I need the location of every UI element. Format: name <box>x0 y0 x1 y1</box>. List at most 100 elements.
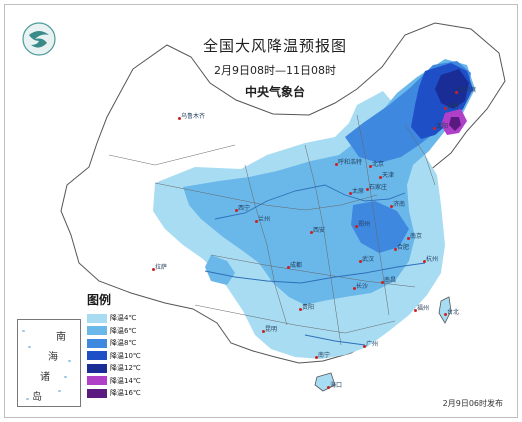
legend-swatch <box>87 376 107 386</box>
city-label: 西安 <box>313 227 326 234</box>
legend-item: 降温14℃ <box>87 375 151 388</box>
city-dot <box>362 344 366 348</box>
city-dot <box>334 162 338 166</box>
province-borders <box>108 114 436 346</box>
city-label: 昆明 <box>265 326 278 333</box>
city-label: 海口 <box>330 382 343 389</box>
map-frame: 全国大风降温预报图 2月9日08时—11日08时 中央气象台 图例 降温4℃ 降温… <box>4 4 518 418</box>
city-dot <box>432 126 436 130</box>
city-label: 南宁 <box>318 352 331 359</box>
city-dot <box>365 187 369 191</box>
city-dot <box>422 259 426 263</box>
legend-label: 降温16℃ <box>110 389 141 398</box>
island-mark <box>26 398 29 400</box>
forecast-period: 2月9日08时—11日08时 <box>214 64 336 77</box>
legend-rows: 降温4℃ 降温6℃ 降温8℃ 降温10℃ 降温12℃ 降温14℃ 降温16℃ <box>87 312 151 400</box>
city-dot <box>309 230 313 234</box>
city-label: 郑州 <box>358 221 371 228</box>
city-dot <box>378 175 382 179</box>
city-label: 沈阳 <box>436 123 449 130</box>
city-label: 呼和浩特 <box>338 159 363 166</box>
city-dot <box>261 329 265 333</box>
city-label: 济南 <box>393 201 406 208</box>
inset-char: 南 <box>56 332 66 343</box>
city-dot <box>413 308 417 312</box>
legend-label: 降温4℃ <box>110 314 137 323</box>
cooling-area-16c <box>449 117 461 131</box>
city-label: 南昌 <box>384 277 397 284</box>
legend-swatch <box>87 338 107 348</box>
city-dot <box>454 90 458 94</box>
city-label: 武汉 <box>362 256 375 263</box>
city-dot <box>326 385 330 389</box>
map-title: 全国大风降温预报图 <box>202 37 347 55</box>
rivers <box>204 184 426 346</box>
city-dot <box>352 286 356 290</box>
cooling-area-8c-east <box>351 201 409 253</box>
legend-swatch <box>87 388 107 398</box>
city-label: 贵阳 <box>302 304 315 311</box>
city-dot <box>348 191 352 195</box>
city-dot <box>393 247 397 251</box>
city-dot <box>177 116 181 120</box>
city-label: 哈尔滨 <box>458 87 477 94</box>
city-dot <box>406 236 410 240</box>
city-label: 长沙 <box>356 283 369 290</box>
legend-item: 降温10℃ <box>87 350 151 363</box>
south-china-sea-inset: 南 海 诸 岛 <box>17 319 81 407</box>
title-block: 全国大风降温预报图 2月9日08时—11日08时 中央气象台 <box>155 35 395 100</box>
legend-item: 降温8℃ <box>87 337 151 350</box>
legend-swatch <box>87 351 107 361</box>
city-dot <box>358 259 362 263</box>
city-label: 天津 <box>382 172 395 179</box>
legend-title: 图例 <box>87 293 112 307</box>
issue-time: 2月9日06时发布 <box>442 399 503 408</box>
city-dot <box>298 307 302 311</box>
taiwan-outline <box>438 296 452 324</box>
city-label: 长春 <box>447 103 460 110</box>
legend-label: 降温14℃ <box>110 376 141 385</box>
city-dot <box>234 208 238 212</box>
island-mark <box>64 376 67 378</box>
city-dot <box>151 267 155 271</box>
china-map <box>60 22 506 392</box>
city-dot <box>254 219 258 223</box>
island-mark <box>68 360 71 362</box>
city-label: 合肥 <box>397 244 410 251</box>
city-dot <box>443 312 447 316</box>
city-label: 成都 <box>290 262 303 269</box>
legend-item: 降温12℃ <box>87 362 151 375</box>
legend-swatch <box>87 363 107 373</box>
legend: 图例 降温4℃ 降温6℃ 降温8℃ 降温10℃ 降温12℃ 降温14℃ 降温16℃ <box>87 291 151 400</box>
legend-item: 降温4℃ <box>87 312 151 325</box>
legend-label: 降温10℃ <box>110 351 141 360</box>
city-dot <box>354 224 358 228</box>
inset-char: 诸 <box>40 372 50 383</box>
city-label: 杭州 <box>426 256 439 263</box>
cooling-area-12c <box>435 69 469 109</box>
city-label: 西宁 <box>238 205 251 212</box>
city-label: 台北 <box>447 309 460 316</box>
issuer: 中央气象台 <box>244 85 305 99</box>
cma-logo-icon <box>22 22 56 56</box>
city-label: 乌鲁木齐 <box>181 113 206 120</box>
legend-item: 降温16℃ <box>87 387 151 400</box>
city-label: 广州 <box>366 341 379 348</box>
island-mark <box>22 330 25 332</box>
city-label: 南京 <box>410 233 423 240</box>
legend-swatch <box>87 313 107 323</box>
city-dot <box>314 355 318 359</box>
city-label: 北京 <box>372 161 385 168</box>
legend-label: 降温6℃ <box>110 326 137 335</box>
city-dot <box>443 106 447 110</box>
city-label: 拉萨 <box>155 264 168 271</box>
inset-char: 岛 <box>32 392 42 403</box>
legend-label: 降温12℃ <box>110 364 141 373</box>
legend-swatch <box>87 326 107 336</box>
cooling-area-6c-south <box>205 255 235 285</box>
city-dot <box>380 280 384 284</box>
city-label: 兰州 <box>258 216 271 223</box>
city-label: 石家庄 <box>369 184 388 191</box>
city-label: 太原 <box>352 188 365 195</box>
island-mark <box>58 390 61 392</box>
